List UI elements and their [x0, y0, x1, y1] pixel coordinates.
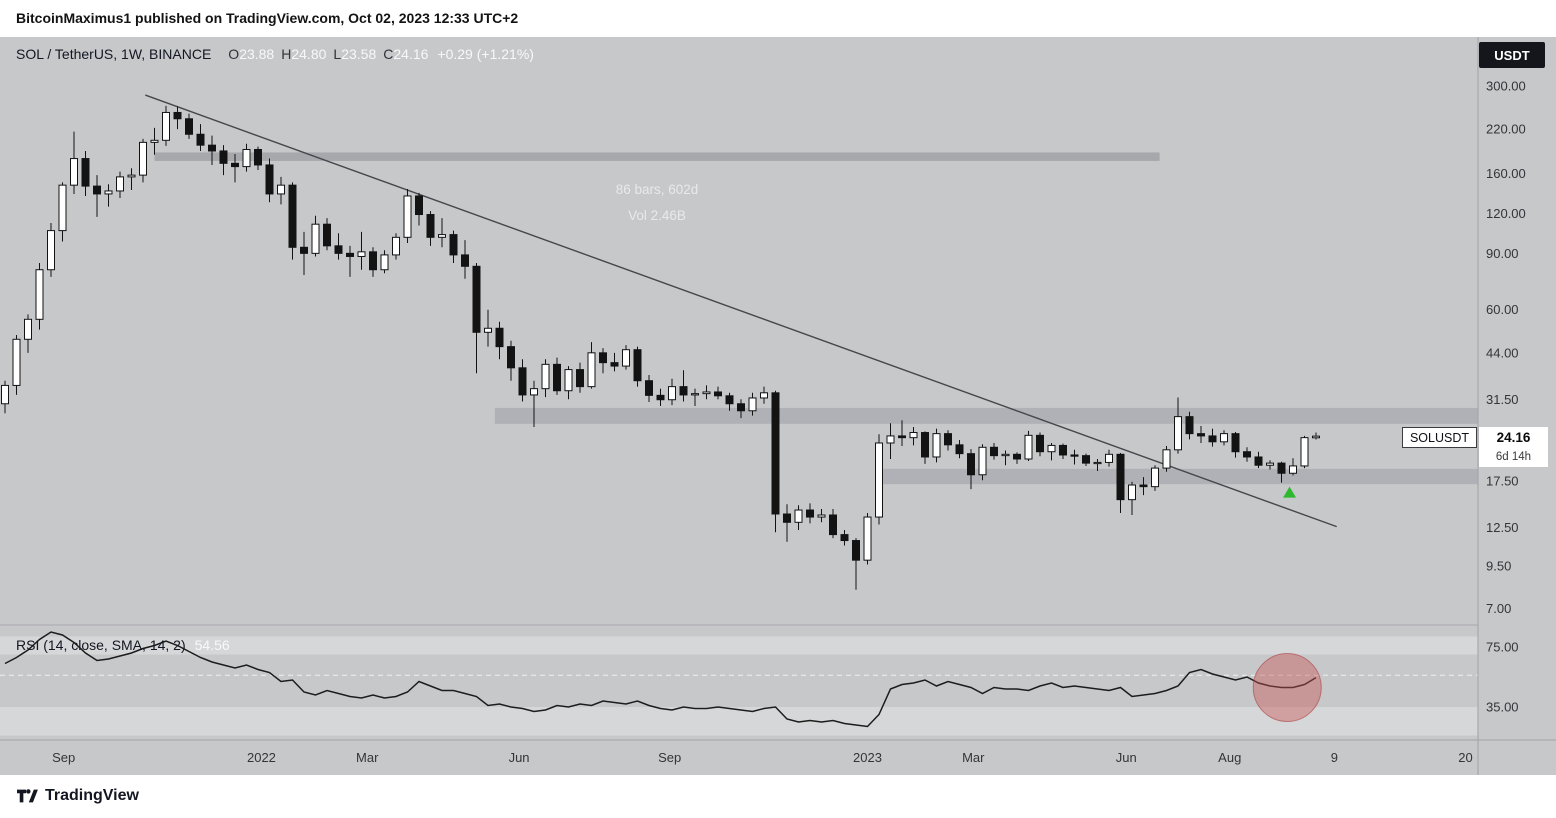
close-label: C — [383, 46, 394, 62]
symbol-price-flag: SOLUSDT — [1402, 427, 1477, 448]
support-zone — [880, 468, 1478, 485]
low-value: 23.58 — [341, 46, 377, 62]
rsi-line — [4, 631, 1317, 728]
measurement-bars-days: 86 bars, 602d — [615, 182, 699, 197]
svg-text:75.00: 75.00 — [1486, 640, 1519, 655]
svg-text:Jun: Jun — [1116, 750, 1137, 765]
range-measurement-label: 86 bars, 602d Vol 2.46B — [616, 177, 699, 229]
svg-text:Mar: Mar — [356, 750, 379, 765]
svg-text:Aug: Aug — [1218, 750, 1241, 765]
svg-text:44.00: 44.00 — [1486, 345, 1519, 360]
svg-text:31.50: 31.50 — [1486, 392, 1519, 407]
svg-text:2023: 2023 — [853, 750, 882, 765]
current-price-label: 24.16 6d 14h — [1479, 427, 1548, 467]
up-arrow-marker — [1283, 486, 1297, 498]
descending-trendline — [145, 94, 1337, 528]
svg-text:220.00: 220.00 — [1486, 122, 1526, 137]
svg-text:Sep: Sep — [52, 750, 75, 765]
svg-text:12.50: 12.50 — [1486, 520, 1519, 535]
rsi-legend[interactable]: RSI (14, close, SMA, 14, 2) 54.56 — [16, 637, 230, 653]
svg-text:300.00: 300.00 — [1486, 79, 1526, 94]
current-price-value: 24.16 — [1496, 430, 1531, 445]
svg-text:120.00: 120.00 — [1486, 206, 1526, 221]
svg-text:60.00: 60.00 — [1486, 302, 1519, 317]
currency-axis-badge[interactable]: USDT — [1479, 42, 1545, 68]
legend-symbol-title: SOL / TetherUS, 1W, BINANCE — [16, 46, 212, 62]
svg-text:90.00: 90.00 — [1486, 246, 1519, 261]
open-label: O — [228, 46, 240, 62]
bar-countdown: 6d 14h — [1495, 451, 1532, 463]
candles — [1, 105, 1320, 590]
low-label: L — [333, 46, 342, 62]
svg-text:160.00: 160.00 — [1486, 166, 1526, 181]
close-value: 24.16 — [393, 46, 429, 62]
svg-text:Mar: Mar — [962, 750, 985, 765]
rsi-value: 54.56 — [194, 637, 230, 653]
svg-text:17.50: 17.50 — [1486, 473, 1519, 488]
svg-text:20: 20 — [1458, 750, 1472, 765]
measurement-volume: Vol 2.46B — [628, 208, 686, 223]
svg-text:Sep: Sep — [658, 750, 681, 765]
tradingview-brand[interactable]: TradingView — [16, 786, 139, 806]
high-label: H — [281, 46, 292, 62]
tradingview-brand-text: TradingView — [45, 787, 139, 804]
svg-text:9.50: 9.50 — [1486, 558, 1511, 573]
publish-byline: BitcoinMaximus1 published on TradingView… — [16, 10, 519, 26]
svg-text:7.00: 7.00 — [1486, 601, 1511, 616]
rsi-highlight-circle — [1252, 653, 1322, 722]
change-value: +0.29 (+1.21%) — [437, 46, 534, 62]
svg-text:2022: 2022 — [247, 750, 276, 765]
svg-text:Jun: Jun — [509, 750, 530, 765]
symbol-legend[interactable]: SOL / TetherUS, 1W, BINANCE O23.88 H24.80 L… — [16, 46, 534, 62]
resistance-zone — [494, 407, 1478, 424]
svg-text:35.00: 35.00 — [1486, 700, 1519, 715]
rsi-title: RSI (14, close, SMA, 14, 2) — [16, 637, 186, 653]
svg-text:9: 9 — [1331, 750, 1338, 765]
open-value: 23.88 — [239, 46, 275, 62]
tradingview-logo-icon — [17, 789, 38, 803]
high-value: 24.80 — [291, 46, 327, 62]
date-range-measurement-bar — [154, 152, 1160, 161]
